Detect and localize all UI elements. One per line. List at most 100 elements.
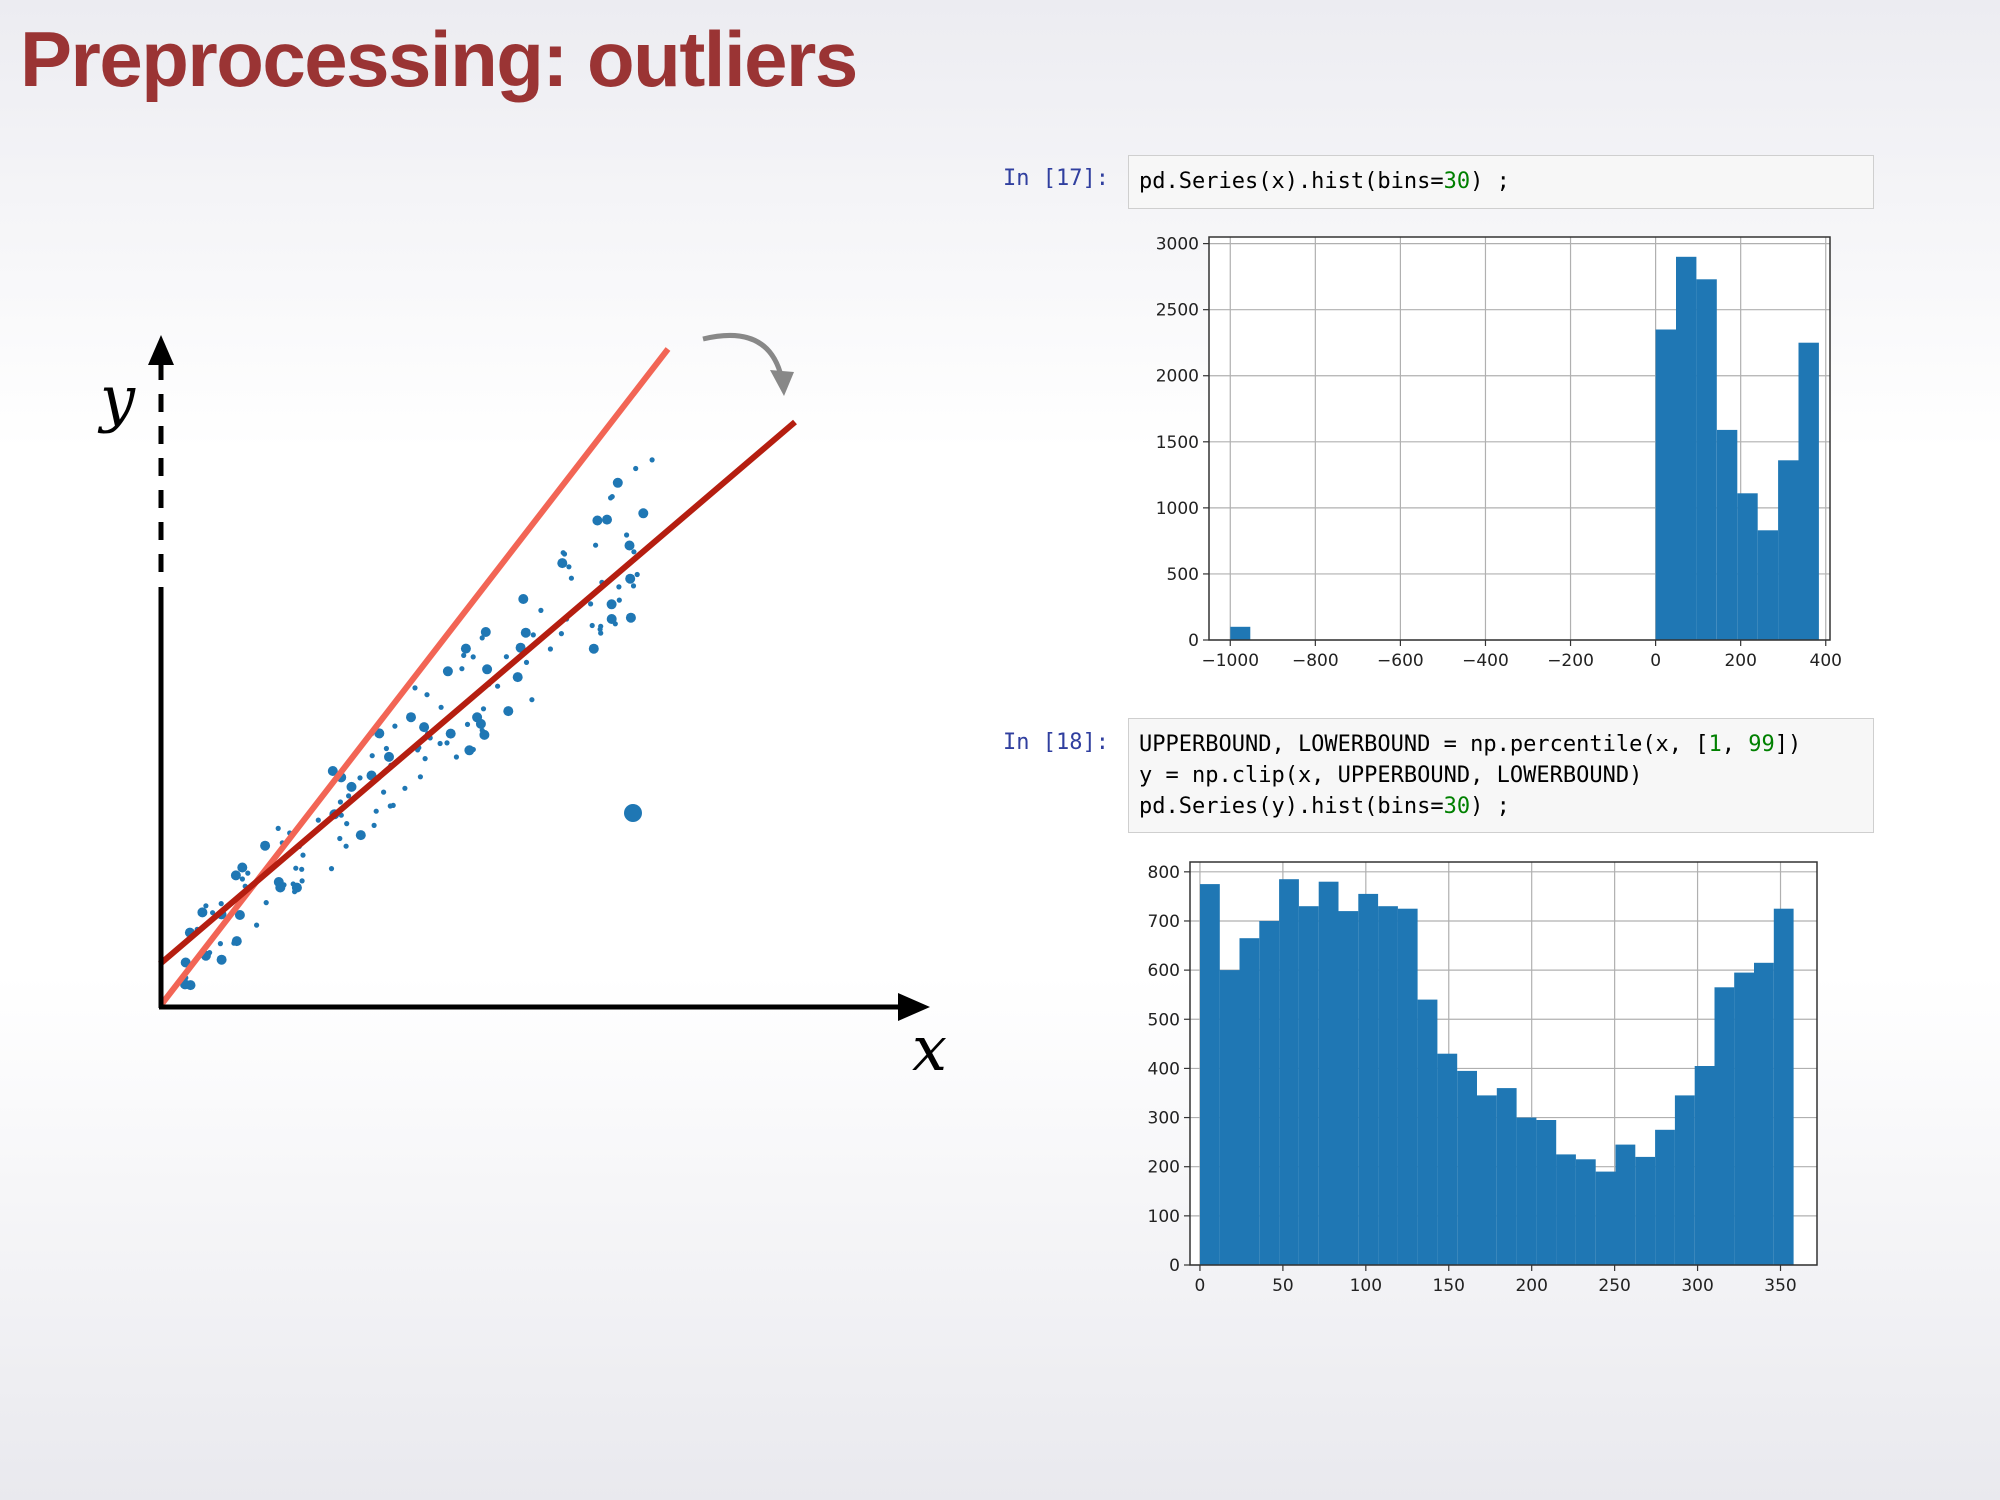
scatter-points xyxy=(180,457,655,991)
code-text: UPPERBOUND, LOWERBOUND = np.percentile(x… xyxy=(1139,732,1709,757)
y-tick-label: 700 xyxy=(1148,912,1180,932)
code-input-17[interactable]: pd.Series(x).hist(bins=30) ; xyxy=(1128,155,1874,209)
scatter-point xyxy=(275,825,281,832)
scatter-point xyxy=(529,697,535,703)
cell-prompt-18: In [18]: xyxy=(1003,730,1109,755)
scatter-point xyxy=(381,789,387,795)
scatter-point xyxy=(460,643,471,654)
y-axis xyxy=(148,335,174,1008)
scatter-point xyxy=(437,740,443,747)
scatter-point xyxy=(422,756,428,762)
scatter-point xyxy=(419,722,430,733)
scatter-point xyxy=(402,785,408,791)
x-tick-label: −600 xyxy=(1377,651,1424,671)
code-line: pd.Series(y).hist(bins=30) ; xyxy=(1139,791,1863,822)
y-tick-label: 200 xyxy=(1148,1158,1180,1178)
histogram-bar xyxy=(1516,1117,1537,1265)
scatter-point xyxy=(197,907,208,918)
histogram-bar xyxy=(1655,1129,1675,1265)
x-tick-label: −400 xyxy=(1462,651,1509,671)
scatter-point xyxy=(638,508,649,519)
y-tick-label: 400 xyxy=(1148,1059,1180,1079)
y-tick-label: 1000 xyxy=(1156,499,1199,519)
scatter-point xyxy=(625,573,636,584)
x-tick-label: 200 xyxy=(1515,1276,1547,1296)
scatter-point xyxy=(218,901,224,907)
scatter-point xyxy=(290,881,296,887)
plot-frame xyxy=(1189,861,1818,1266)
histogram-bar xyxy=(1417,999,1438,1265)
scatter-point xyxy=(406,712,416,723)
code-input-18[interactable]: UPPERBOUND, LOWERBOUND = np.percentile(x… xyxy=(1128,718,1874,833)
histogram-bar xyxy=(1298,906,1319,1265)
scatter-point xyxy=(464,721,471,728)
histogram-bar xyxy=(1676,256,1697,640)
slide-title: Preprocessing: outliers xyxy=(20,15,858,103)
histogram-bar xyxy=(1397,908,1418,1265)
scatter-point xyxy=(518,594,529,604)
scatter-point xyxy=(384,751,394,762)
scatter-point xyxy=(538,607,544,614)
scatter-point xyxy=(630,583,637,589)
histogram-bar xyxy=(1536,1120,1557,1265)
scatter-point xyxy=(625,612,636,623)
histogram-bar xyxy=(1714,987,1735,1265)
y-tick-label: 3000 xyxy=(1156,235,1199,255)
code-number-literal: 30 xyxy=(1443,794,1471,819)
code-text: pd.Series(x).hist(bins= xyxy=(1139,169,1444,194)
x-tick-label: 200 xyxy=(1724,651,1756,671)
y-axis-label: y xyxy=(97,362,136,435)
scatter-point xyxy=(231,940,237,946)
scatter-point xyxy=(566,564,572,570)
y-tick-label: 500 xyxy=(1167,565,1199,585)
scatter-point xyxy=(371,822,377,829)
scatter-point xyxy=(343,843,349,849)
histogram-bar xyxy=(1338,911,1359,1265)
scatter-point xyxy=(424,692,430,698)
scatter-point xyxy=(453,754,459,760)
scatter-point xyxy=(479,635,485,641)
code-text: y = np.clip(x, UPPERBOUND, LOWERBOUND) xyxy=(1139,763,1643,788)
scatter-point xyxy=(523,659,530,666)
scatter-point xyxy=(480,627,491,637)
histogram-bar xyxy=(1716,429,1738,640)
scatter-point xyxy=(495,683,501,689)
y-tick-label: 300 xyxy=(1148,1109,1180,1129)
histogram-bar xyxy=(1239,938,1260,1265)
x-tick-label: 150 xyxy=(1433,1276,1465,1296)
scatter-point xyxy=(346,781,357,792)
histogram-clipped: 0 50 100 150 200 250 300 350 0 100 200 300 400 500 600… xyxy=(1148,861,1818,1296)
x-tick-label: 400 xyxy=(1810,651,1842,671)
scatter-point xyxy=(624,540,635,551)
y-tick-label: 0 xyxy=(1188,631,1199,651)
code-text: ) ; xyxy=(1470,169,1510,194)
x-tick-label: 50 xyxy=(1272,1276,1294,1296)
scatter-point xyxy=(608,495,614,501)
y-tick-label: 0 xyxy=(1169,1256,1180,1276)
histogram-bar xyxy=(1778,460,1799,640)
scatter-point xyxy=(602,514,612,525)
scatter-point xyxy=(589,622,595,629)
scatter-point xyxy=(346,793,352,799)
x-axis xyxy=(159,993,930,1021)
scatter-point xyxy=(482,664,493,675)
scatter-point xyxy=(593,542,599,548)
scatter-point xyxy=(260,840,271,851)
scatter-point xyxy=(390,802,396,809)
histogram-bar xyxy=(1230,626,1251,640)
scatter-point xyxy=(442,666,453,677)
histogram-bar xyxy=(1773,908,1794,1265)
scatter-point xyxy=(568,575,575,581)
code-text: pd.Series(y).hist(bins= xyxy=(1139,794,1444,819)
code-text: ) ; xyxy=(1470,794,1510,819)
histogram-bar xyxy=(1496,1088,1517,1265)
code-text: , xyxy=(1721,732,1749,757)
histogram-bar xyxy=(1259,921,1280,1265)
scatter-point xyxy=(417,774,423,780)
histogram-bar xyxy=(1595,1171,1616,1265)
histogram-bar xyxy=(1437,1053,1458,1265)
scatter-point xyxy=(344,821,350,827)
scatter-point xyxy=(445,728,456,739)
histogram-bar xyxy=(1655,329,1676,640)
scatter-point xyxy=(230,870,241,881)
